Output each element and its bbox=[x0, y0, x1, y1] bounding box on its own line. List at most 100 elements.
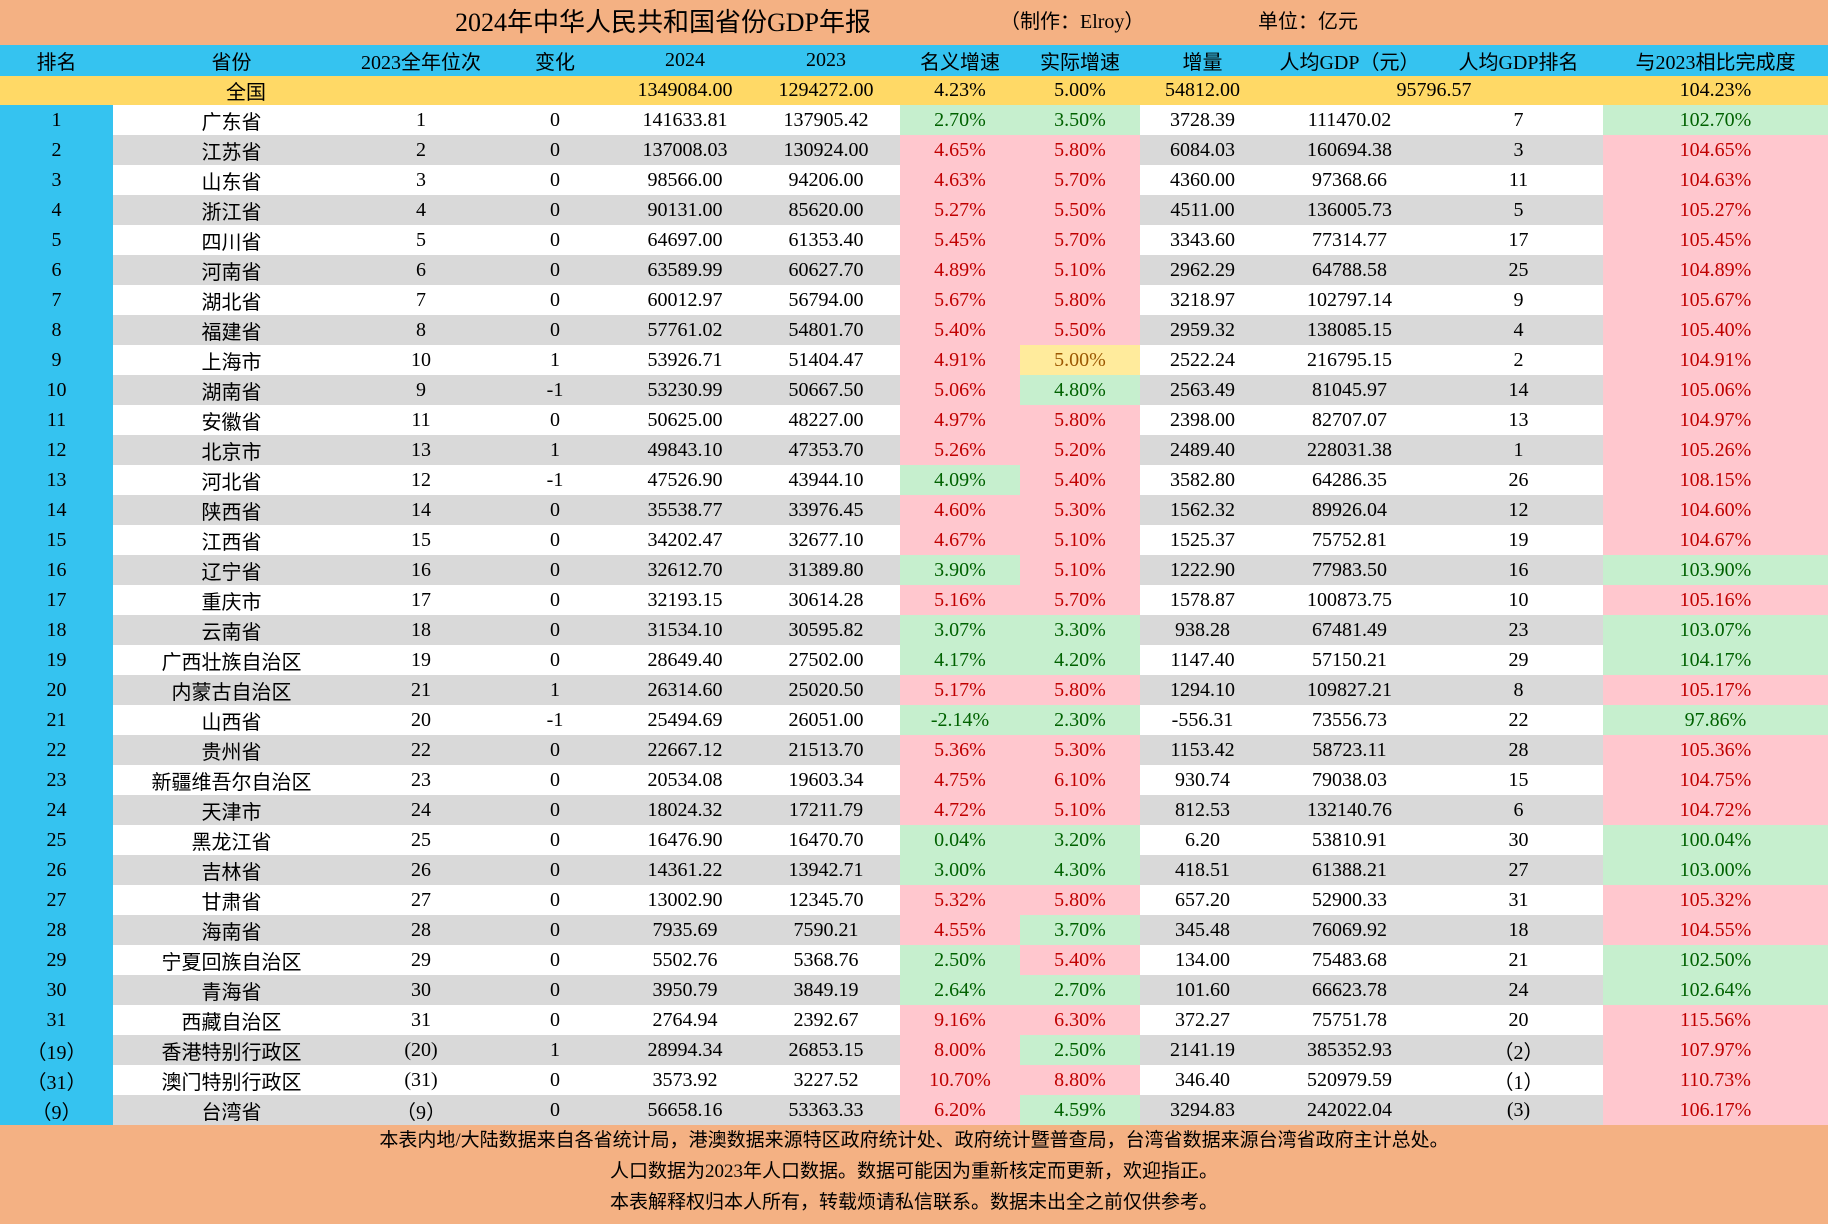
table-cell: 0 bbox=[492, 555, 618, 585]
table-cell: 11 bbox=[0, 405, 113, 435]
table-cell: 104.60% bbox=[1603, 495, 1828, 525]
table-cell: 14 bbox=[350, 495, 492, 525]
table-cell: 4.17% bbox=[900, 645, 1020, 675]
table-cell: 102.64% bbox=[1603, 975, 1828, 1005]
table-cell: 2398.00 bbox=[1140, 405, 1265, 435]
table-cell: 22 bbox=[0, 735, 113, 765]
table-cell: 4.89% bbox=[900, 255, 1020, 285]
table-cell: 2 bbox=[0, 135, 113, 165]
table-cell: 8.00% bbox=[900, 1035, 1020, 1065]
table-cell: 9 bbox=[1434, 285, 1603, 315]
table-cell: 47526.90 bbox=[618, 465, 752, 495]
table-cell: 33976.45 bbox=[752, 495, 900, 525]
table-cell: 四川省 bbox=[113, 225, 350, 255]
table-cell: 6 bbox=[0, 255, 113, 285]
table-cell: 5368.76 bbox=[752, 945, 900, 975]
table-cell: 4.80% bbox=[1020, 375, 1140, 405]
table-cell: 53230.99 bbox=[618, 375, 752, 405]
table-cell: 30614.28 bbox=[752, 585, 900, 615]
table-cell: 宁夏回族自治区 bbox=[113, 945, 350, 975]
table-cell: 7 bbox=[1434, 105, 1603, 135]
table-cell: 10 bbox=[350, 345, 492, 375]
table-cell: 345.48 bbox=[1140, 915, 1265, 945]
table-cell: 2.50% bbox=[1020, 1035, 1140, 1065]
table-cell: 浙江省 bbox=[113, 195, 350, 225]
table-cell: 97368.66 bbox=[1265, 165, 1434, 195]
table-cell: 3582.80 bbox=[1140, 465, 1265, 495]
table-cell: 28 bbox=[1434, 735, 1603, 765]
table-cell: 228031.38 bbox=[1265, 435, 1434, 465]
table-cell: 0 bbox=[492, 195, 618, 225]
table-cell: 5 bbox=[0, 225, 113, 255]
table-cell: 98566.00 bbox=[618, 165, 752, 195]
table-cell: 61388.21 bbox=[1265, 855, 1434, 885]
table-cell: 346.40 bbox=[1140, 1065, 1265, 1095]
table-cell: 海南省 bbox=[113, 915, 350, 945]
table-cell: 5.10% bbox=[1020, 555, 1140, 585]
table-cell: 111470.02 bbox=[1265, 105, 1434, 135]
gdp-table: 排名 省份 2023全年位次 变化 2024 2023 名义增速 实际增速 增量 人均GDP（元）… bbox=[0, 45, 1828, 1125]
table-cell: （2） bbox=[1434, 1035, 1603, 1065]
table-cell: 8 bbox=[1434, 675, 1603, 705]
table-cell: 17 bbox=[1434, 225, 1603, 255]
table-cell: 30 bbox=[350, 975, 492, 1005]
table-cell: 43944.10 bbox=[752, 465, 900, 495]
table-cell: 136005.73 bbox=[1265, 195, 1434, 225]
national-real-growth: 5.00% bbox=[1020, 76, 1140, 105]
table-cell: 5.27% bbox=[900, 195, 1020, 225]
table-cell: 7935.69 bbox=[618, 915, 752, 945]
table-cell: 5.30% bbox=[1020, 495, 1140, 525]
column-header: 人均GDP排名 bbox=[1434, 45, 1603, 76]
footer: 本表内地/大陆数据来自各省统计局，港澳数据来源特区政府统计处、政府统计暨普查局，… bbox=[0, 1125, 1828, 1224]
table-cell: 0 bbox=[492, 135, 618, 165]
table-cell: 24 bbox=[0, 795, 113, 825]
table-cell: 0 bbox=[492, 945, 618, 975]
table-cell: 3.07% bbox=[900, 615, 1020, 645]
table-cell: 105.67% bbox=[1603, 285, 1828, 315]
national-increase: 54812.00 bbox=[1140, 76, 1265, 105]
table-cell: 4.91% bbox=[900, 345, 1020, 375]
table-cell: 35538.77 bbox=[618, 495, 752, 525]
table-cell: 10 bbox=[1434, 585, 1603, 615]
table-cell: 5.17% bbox=[900, 675, 1020, 705]
table-cell: -556.31 bbox=[1140, 705, 1265, 735]
table-cell: 1 bbox=[350, 105, 492, 135]
table-cell: 4.30% bbox=[1020, 855, 1140, 885]
national-gdp-2024: 1349084.00 bbox=[618, 76, 752, 105]
table-cell: 辽宁省 bbox=[113, 555, 350, 585]
table-cell: 24 bbox=[350, 795, 492, 825]
table-cell: 甘肃省 bbox=[113, 885, 350, 915]
table-cell: 湖南省 bbox=[113, 375, 350, 405]
table-cell: 51404.47 bbox=[752, 345, 900, 375]
table-cell: （9） bbox=[350, 1095, 492, 1125]
table-cell: 64286.35 bbox=[1265, 465, 1434, 495]
table-cell: 4511.00 bbox=[1140, 195, 1265, 225]
table-cell: 64697.00 bbox=[618, 225, 752, 255]
table-cell: 4360.00 bbox=[1140, 165, 1265, 195]
table-cell: 67481.49 bbox=[1265, 615, 1434, 645]
table-cell: 102797.14 bbox=[1265, 285, 1434, 315]
table-cell: 2.70% bbox=[1020, 975, 1140, 1005]
column-header: 2023 bbox=[752, 45, 900, 76]
table-cell: 104.97% bbox=[1603, 405, 1828, 435]
table-cell: 4.59% bbox=[1020, 1095, 1140, 1125]
table-cell: 105.06% bbox=[1603, 375, 1828, 405]
table-cell: 5.40% bbox=[900, 315, 1020, 345]
table-cell: 134.00 bbox=[1140, 945, 1265, 975]
table-cell: 15 bbox=[350, 525, 492, 555]
table-cell: 5.20% bbox=[1020, 435, 1140, 465]
table-cell: 7 bbox=[350, 285, 492, 315]
table-cell: 66623.78 bbox=[1265, 975, 1434, 1005]
table-cell: 52900.33 bbox=[1265, 885, 1434, 915]
table-cell: 北京市 bbox=[113, 435, 350, 465]
table-cell: 1562.32 bbox=[1140, 495, 1265, 525]
table-cell: 75751.78 bbox=[1265, 1005, 1434, 1035]
table-cell: 2392.67 bbox=[752, 1005, 900, 1035]
table-cell: 242022.04 bbox=[1265, 1095, 1434, 1125]
table-cell: 105.26% bbox=[1603, 435, 1828, 465]
table-cell: 105.40% bbox=[1603, 315, 1828, 345]
table-cell: 20 bbox=[0, 675, 113, 705]
table-cell: 22 bbox=[350, 735, 492, 765]
table-cell: 6.10% bbox=[1020, 765, 1140, 795]
